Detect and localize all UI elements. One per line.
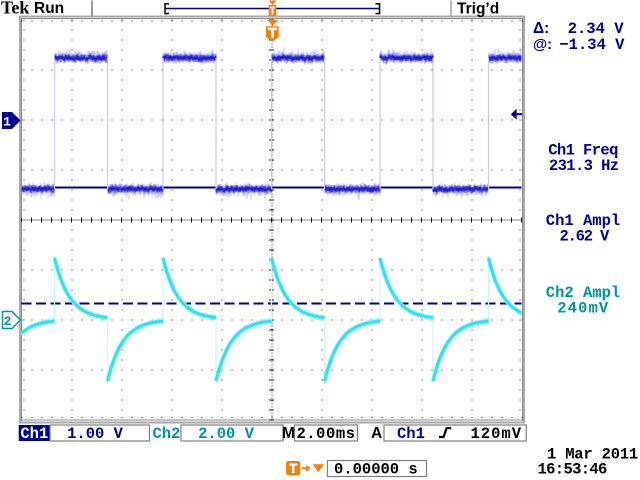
svg-text:231.3 Hz: 231.3 Hz bbox=[549, 157, 619, 175]
svg-text:−1.34 V: −1.34 V bbox=[559, 36, 625, 54]
svg-text:@:: @: bbox=[533, 37, 552, 53]
svg-text:A: A bbox=[371, 425, 382, 442]
svg-text:Ch2 Ampl: Ch2 Ampl bbox=[546, 284, 620, 302]
svg-text:Ch1: Ch1 bbox=[20, 425, 48, 443]
svg-text:0.00000 s: 0.00000 s bbox=[334, 460, 418, 478]
svg-text:Tek: Tek bbox=[1, 0, 29, 18]
svg-text:Δ:: Δ: bbox=[533, 20, 549, 37]
svg-text:Ch1 Freq: Ch1 Freq bbox=[548, 142, 618, 160]
svg-text:Trig’d: Trig’d bbox=[457, 1, 499, 18]
svg-text:M: M bbox=[282, 425, 295, 442]
svg-text:Ch2: Ch2 bbox=[153, 425, 181, 443]
svg-text:Ch1 Ampl: Ch1 Ampl bbox=[546, 212, 620, 230]
svg-text:240mV: 240mV bbox=[557, 299, 609, 317]
svg-text:1 Mar 2011: 1 Mar 2011 bbox=[547, 445, 638, 463]
svg-text:16:53:46: 16:53:46 bbox=[538, 460, 608, 478]
svg-text:2.62 V: 2.62 V bbox=[559, 228, 610, 246]
svg-text:2.00 V: 2.00 V bbox=[198, 425, 255, 443]
svg-text:2: 2 bbox=[4, 314, 12, 329]
svg-text:Ch1: Ch1 bbox=[397, 425, 425, 443]
svg-text:2.34 V: 2.34 V bbox=[568, 20, 625, 38]
svg-text:120mV: 120mV bbox=[470, 425, 522, 443]
svg-text:1.00 V: 1.00 V bbox=[67, 425, 124, 443]
svg-text:Run: Run bbox=[34, 0, 64, 17]
svg-text:2.00ms: 2.00ms bbox=[296, 425, 355, 443]
svg-text:1: 1 bbox=[3, 115, 11, 130]
